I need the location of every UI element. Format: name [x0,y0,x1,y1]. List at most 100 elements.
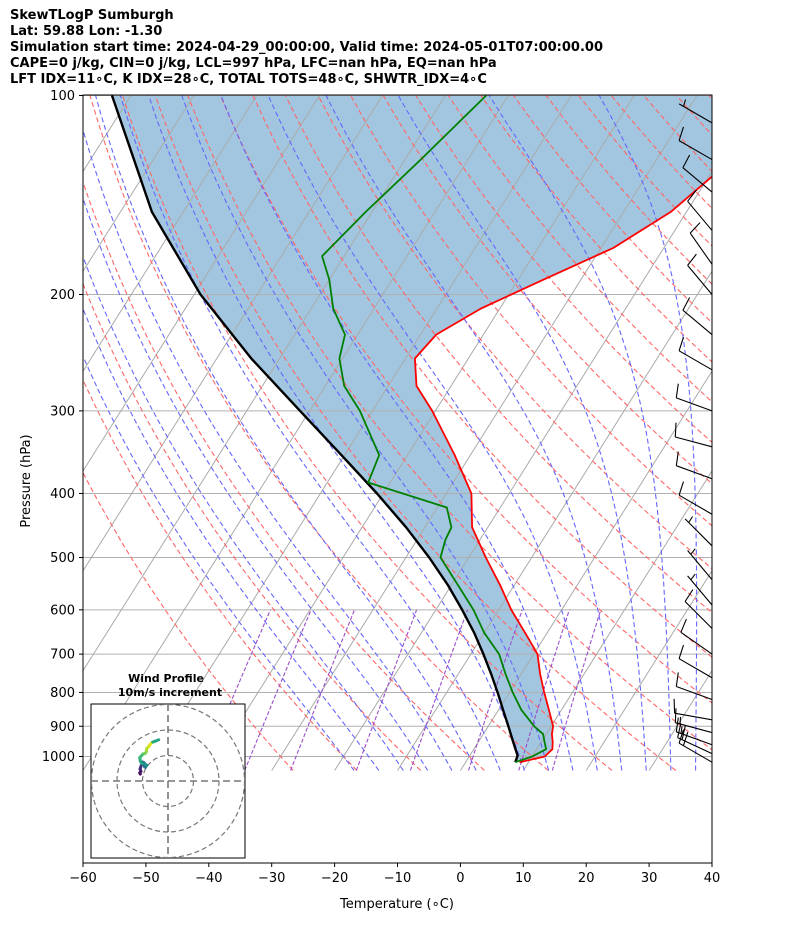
mixing-ratio-line [467,609,523,771]
isotherm-gridline [83,95,195,273]
x-axis-title: Temperature (∘C) [339,897,454,912]
y-tick-label: 400 [50,487,75,502]
isotherm-gridline [522,470,712,771]
moist-adiabat [267,95,598,771]
wind-barb [684,589,713,629]
stability-indices: LFT IDX=11∘C, K IDX=28∘C, TOTAL TOTS=48∘… [10,72,487,87]
wind-barb [687,573,713,606]
dry-adiabat [317,95,712,570]
wind-barb [678,126,713,161]
isotherm-gridline [711,769,712,771]
dry-adiabat [83,180,485,771]
wind-barb [673,698,713,721]
simulation-times: Simulation start time: 2024-04-29_00:00:… [10,40,603,55]
wind-barb [687,189,713,231]
isotherm-gridline [83,95,132,173]
dry-adiabat [252,95,712,658]
y-tick-label: 200 [50,288,75,303]
isotherm-gridline [83,95,509,771]
dry-adiabat [285,95,712,614]
wind-barb [687,253,713,295]
dewpoint-profile-line [321,95,547,764]
wind-barb [675,717,713,746]
dry-adiabat [350,95,712,527]
wind-barb [680,618,713,655]
y-tick-label: 500 [50,551,75,566]
wind-barb [682,154,713,193]
mixing-ratio-line [409,609,469,771]
station-coordinates: Lat: 59.88 Lon: -1.30 [10,24,163,39]
dry-adiabat [154,95,677,771]
x-tick-label: 10 [515,871,532,886]
x-tick-label: −60 [69,871,96,886]
cape-shading [112,95,712,763]
y-tick-label: 800 [50,686,75,701]
mixing-ratio-line [244,609,312,771]
dry-adiabat [83,471,294,771]
moist-adiabat [83,127,453,771]
x-tick-label: 20 [578,871,595,886]
mixing-ratio-line [551,609,602,771]
x-tick-label: 40 [704,871,721,886]
dry-adiabat [89,95,549,771]
wind-barb [678,337,713,371]
inset-subtitle: 10m/s increment [118,686,222,699]
y-axis-title: Pressure (hPa) [19,434,34,527]
wind-barb [687,548,713,580]
moist-adiabat [83,255,404,771]
isotherm-gridline [334,170,712,771]
wind-barb [675,672,713,701]
wind-barb [674,422,713,448]
mixing-ratio-line [201,609,271,771]
x-tick-label: −40 [195,871,222,886]
y-tick-label: 700 [50,648,75,663]
mixing-ratio-line [290,609,356,771]
x-tick-label: −10 [384,871,411,886]
isotherm-gridline [145,95,572,771]
x-tick-label: −20 [321,871,348,886]
isotherm-gridline [83,95,383,572]
wind-barb [682,297,713,336]
y-tick-label: 100 [50,89,75,104]
moist-adiabat [325,95,623,771]
wind-barb [678,481,713,515]
x-tick-label: 30 [641,871,658,886]
dry-adiabat [708,95,712,100]
moist-adiabat [119,95,501,771]
y-tick-label: 300 [50,404,75,419]
x-tick-label: −30 [258,871,285,886]
y-tick-label: 1000 [42,750,75,765]
isotherm-gridline [0,96,68,771]
mixing-ratio-line [518,609,570,771]
wind-barb [677,723,713,755]
dry-adiabat [83,378,358,771]
temperature-profile-line [414,175,712,764]
x-tick-label: −50 [132,871,159,886]
moist-adiabat [83,196,429,771]
moist-adiabat [95,95,477,771]
isotherm-gridline [585,569,712,771]
wind-barb [675,383,713,412]
wind-barb [674,708,713,734]
station-title: SkewTLogP Sumburgh [10,8,174,23]
isotherm-gridline [83,95,446,672]
isotherm-gridline [459,370,712,771]
moist-adiabat [83,307,380,771]
hodograph-segment [153,738,161,743]
hodograph-ring [91,704,245,858]
y-tick-label: 900 [50,720,75,735]
inset-title: Wind Profile [128,672,204,685]
wind-barb [675,451,713,480]
convective-parameters: CAPE=0 j/kg, CIN=0 j/kg, LCL=997 hPa, LF… [10,56,497,71]
wind-barb [678,644,713,679]
moist-adiabat [598,95,698,771]
wind-profile-inset: Wind Profile 10m/s increment [90,672,246,859]
x-tick-label: 0 [456,871,464,886]
wind-barb [678,729,713,763]
y-tick-label: 600 [50,603,75,618]
dry-adiabat [676,95,712,136]
dry-adiabat [122,95,613,771]
isotherm-gridline [0,96,5,771]
isotherm-gridline [83,95,320,472]
moist-adiabat [220,95,574,771]
